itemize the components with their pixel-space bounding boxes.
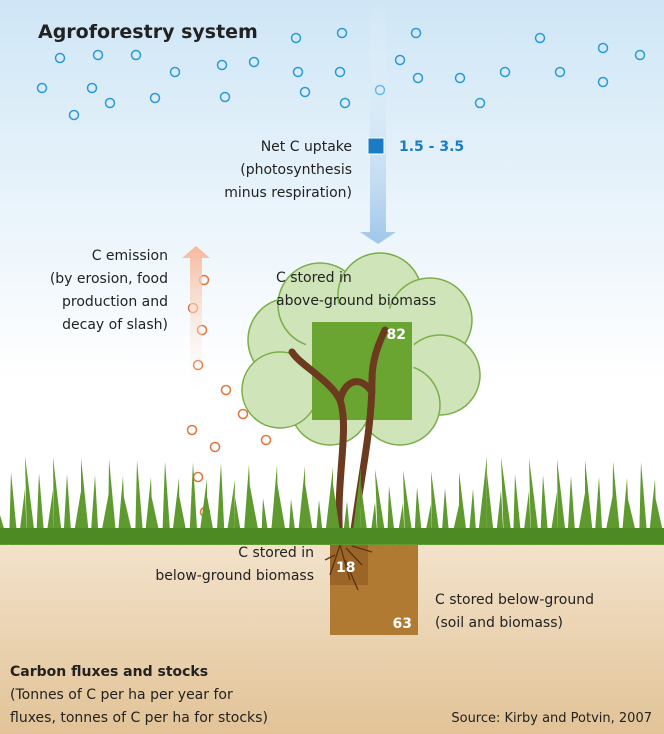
below-biomass-label: C stored in (238, 545, 314, 561)
above-value: 82 (387, 327, 406, 343)
total-below-value: 63 (393, 616, 412, 632)
above-label: C stored in (276, 270, 352, 286)
air-bubble (454, 72, 466, 84)
air-bubble (92, 49, 104, 61)
air-bubble (299, 86, 311, 98)
air-bubble (86, 82, 98, 94)
air-bubble (554, 66, 566, 78)
air-bubble (534, 32, 546, 44)
footer-title: Carbon fluxes and stocks (10, 664, 208, 680)
air-bubble (336, 27, 348, 39)
source: Source: Kirby and Potvin, 2007 (451, 711, 652, 726)
air-bubble (410, 27, 422, 39)
below-biomass-label: below-ground biomass (155, 568, 314, 584)
grass-blades (0, 456, 664, 545)
emission-bubble (260, 434, 272, 446)
uptake-label: minus respiration) (224, 185, 352, 201)
footer-note: fluxes, tonnes of C per ha for stocks) (10, 710, 268, 726)
air-bubble (394, 54, 406, 66)
emission-bubble (186, 424, 198, 436)
air-bubble (597, 76, 609, 88)
total-below-label: (soil and biomass) (435, 615, 563, 631)
air-bubble (130, 49, 142, 61)
emission-bubble (209, 441, 221, 453)
uptake-label: (photosynthesis (240, 162, 352, 178)
air-bubble (54, 52, 66, 64)
air-bubble (36, 82, 48, 94)
above-label: above-ground biomass (276, 293, 436, 309)
air-bubble (216, 59, 228, 71)
uptake-value: 1.5 - 3.5 (399, 139, 464, 155)
uptake-square (367, 137, 385, 155)
total-below-label: C stored below-ground (435, 592, 594, 608)
emission-label: C emission (92, 248, 168, 264)
air-bubble (290, 32, 302, 44)
grass (0, 456, 664, 545)
emission-label: (by erosion, food (50, 271, 168, 287)
air-bubble (597, 42, 609, 54)
air-bubble (474, 97, 486, 109)
emission-bubble (220, 384, 232, 396)
air-bubble (219, 91, 231, 103)
air-bubble (149, 92, 161, 104)
uptake-arrow (360, 0, 396, 244)
title: Agroforestry system (38, 21, 258, 43)
emission-bubble (237, 408, 249, 420)
footer-note: (Tonnes of C per ha per year for (10, 687, 233, 703)
uptake-label: Net C uptake (261, 139, 352, 155)
air-bubble (248, 56, 260, 68)
air-bubble (634, 49, 646, 61)
emission-label: decay of slash) (62, 317, 168, 333)
air-bubble (339, 97, 351, 109)
air-bubble (104, 97, 116, 109)
air-bubble (412, 72, 424, 84)
emission-label: production and (62, 294, 168, 310)
emission-arrow (182, 246, 210, 400)
above-ground-square (312, 322, 412, 420)
air-bubble (169, 66, 181, 78)
below-biomass-value: 18 (336, 560, 355, 576)
air-bubble (68, 109, 80, 121)
air-bubble (292, 66, 304, 78)
grass-base (0, 528, 664, 544)
roots (324, 544, 373, 591)
air-bubble (499, 66, 511, 78)
air-bubble (334, 66, 346, 78)
